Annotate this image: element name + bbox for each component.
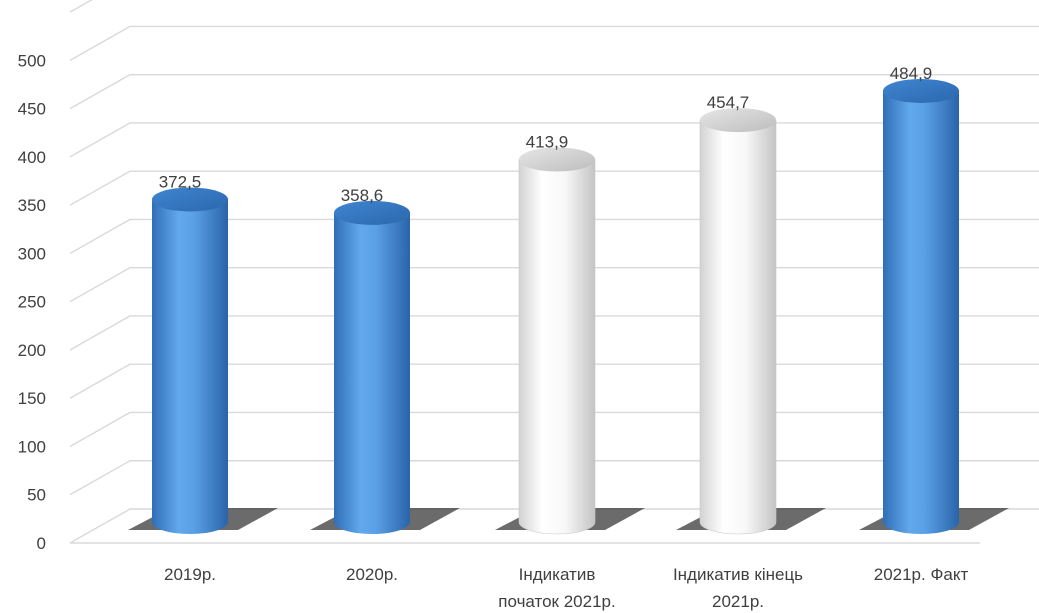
y-tick-label: 250 (18, 293, 46, 312)
category-label: Індикатив початок 2021р. (498, 565, 615, 611)
bar-top (700, 108, 776, 133)
bar (152, 187, 228, 534)
y-tick-label: 500 (18, 51, 46, 70)
grid-lines (69, 0, 1039, 544)
category-labels: 2019р. 2020р. Індикатив початок 2021р. Індик… (164, 565, 968, 611)
category-label: 2020р. (346, 565, 398, 584)
y-tick-label: 200 (18, 341, 46, 360)
y-tick-label: 450 (18, 100, 46, 119)
y-tick-label: 400 (18, 148, 46, 167)
y-tick-label: 300 (18, 244, 46, 263)
bar-top (334, 200, 410, 225)
bar-body (883, 90, 959, 534)
bar-body (334, 212, 410, 534)
bar (334, 200, 410, 534)
bar-top (883, 78, 959, 103)
grid-line (69, 0, 93, 13)
y-tick-label: 100 (18, 437, 46, 456)
bar-body (518, 159, 596, 535)
bar-body (699, 119, 777, 535)
y-tick-label: 50 (27, 486, 46, 505)
y-tick-label: 0 (37, 534, 46, 553)
category-label: 2019р. (164, 565, 216, 584)
bar (883, 78, 959, 534)
bar (518, 147, 596, 535)
bars (152, 78, 959, 535)
bar-top (519, 147, 595, 172)
grid-line (69, 25, 1039, 62)
data-labels: 372,5 358,6 413,9 454,7 484,9 (159, 64, 933, 205)
category-label: 2021р. Факт (874, 565, 969, 584)
data-label: 372,5 (159, 172, 202, 191)
y-tick-label: 350 (18, 196, 46, 215)
data-label: 413,9 (526, 133, 569, 152)
bar (699, 108, 777, 535)
y-axis-ticks: 0 50 100 150 200 250 300 350 400 450 500 (18, 51, 46, 553)
bar-body (152, 199, 228, 534)
category-label: Індикатив кінець 2021р. (673, 565, 803, 611)
data-label: 454,7 (707, 93, 750, 112)
bar-top (152, 187, 228, 212)
y-tick-label: 150 (18, 389, 46, 408)
grid-line (69, 73, 1039, 110)
data-label: 358,6 (341, 186, 384, 205)
data-label: 484,9 (890, 64, 933, 83)
